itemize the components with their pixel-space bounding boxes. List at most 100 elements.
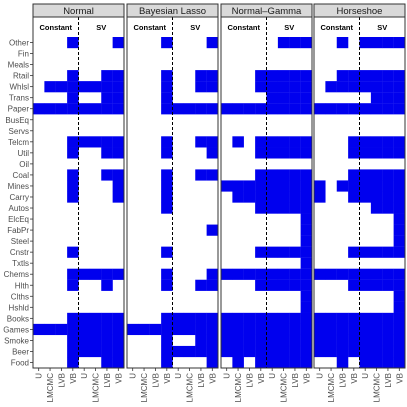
heat-cell xyxy=(89,136,102,148)
heat-cell xyxy=(255,180,267,192)
y-tick-label: Steel xyxy=(11,237,29,246)
heat-cell xyxy=(289,279,301,291)
heat-cell xyxy=(359,180,372,192)
heat-cell xyxy=(67,180,79,192)
heat-cell xyxy=(221,312,233,325)
x-tick-label: U xyxy=(223,373,232,379)
heat-cell xyxy=(112,92,125,104)
x-tick-label: LMCMC xyxy=(327,373,336,403)
heat-cell xyxy=(255,136,267,148)
heat-cell xyxy=(266,334,279,347)
heat-cell xyxy=(44,81,56,93)
heat-cell xyxy=(161,334,173,347)
heat-cell xyxy=(393,356,406,369)
heat-cell xyxy=(359,345,372,358)
heat-cell xyxy=(243,103,256,115)
heat-cell xyxy=(112,356,125,369)
heat-cell xyxy=(55,323,68,336)
heat-cell xyxy=(277,312,290,325)
heat-cell xyxy=(221,180,233,192)
x-tick-label: VB xyxy=(302,373,311,384)
heat-cell xyxy=(393,136,406,148)
heat-cell xyxy=(266,312,279,325)
heat-cell xyxy=(89,323,102,336)
heat-cell xyxy=(382,323,394,336)
heat-cell xyxy=(348,70,360,82)
heat-cell xyxy=(206,136,219,148)
heat-cell xyxy=(67,312,79,325)
heat-cell xyxy=(382,81,394,93)
y-tick-label: Mines xyxy=(8,182,29,191)
heat-cell xyxy=(359,169,372,181)
heat-cell xyxy=(277,356,290,369)
heat-cell xyxy=(314,312,326,325)
group-header: SV xyxy=(377,23,387,32)
heat-cell xyxy=(195,312,207,325)
heat-cell xyxy=(183,345,196,358)
heat-cell xyxy=(382,136,394,148)
heat-cell xyxy=(370,103,383,115)
heat-cell xyxy=(325,268,337,280)
x-tick-label: LMCMC xyxy=(92,373,101,403)
x-tick-label: LMCMC xyxy=(140,373,149,403)
heat-cell xyxy=(393,235,406,247)
heat-cell xyxy=(348,180,360,192)
heat-cell xyxy=(393,37,406,49)
y-tick-label: Whlsl xyxy=(9,83,29,92)
heat-cell xyxy=(359,103,372,115)
heat-cell xyxy=(89,312,102,325)
heat-cell xyxy=(300,92,313,104)
heat-cell xyxy=(289,136,301,148)
group-header: Constant xyxy=(321,23,354,32)
heat-cell xyxy=(67,268,79,280)
heat-cell xyxy=(382,169,394,181)
heat-cell xyxy=(255,312,267,325)
panel-border xyxy=(220,16,313,369)
heat-cell xyxy=(300,213,313,225)
heat-cell xyxy=(266,147,279,159)
heat-cell xyxy=(112,334,125,347)
heat-cell xyxy=(370,70,383,82)
heat-cell xyxy=(266,180,279,192)
heat-cell xyxy=(161,356,173,369)
heat-cell xyxy=(277,202,290,214)
y-tick-label: Cnstr xyxy=(10,248,29,257)
heat-cell xyxy=(67,92,79,104)
heat-cell xyxy=(359,70,372,82)
facet-title: Normal xyxy=(63,6,94,17)
heat-cell xyxy=(348,169,360,181)
heat-cell xyxy=(277,180,290,192)
heat-cell xyxy=(289,356,301,369)
heat-cell xyxy=(232,312,244,325)
heat-cell xyxy=(206,103,219,115)
heat-cell xyxy=(67,147,79,159)
x-tick-label: U xyxy=(80,373,89,379)
heat-cell xyxy=(314,323,326,336)
heat-cell xyxy=(206,334,219,347)
heat-cell xyxy=(255,147,267,159)
heat-cell xyxy=(172,312,185,325)
heat-cell xyxy=(336,312,349,325)
y-tick-label: Hshld xyxy=(9,303,29,312)
heat-cell xyxy=(300,312,313,325)
heat-cell xyxy=(277,279,290,291)
heat-cell xyxy=(266,356,279,369)
heat-cell xyxy=(289,81,301,93)
x-tick-label: U xyxy=(174,373,183,379)
heat-cell xyxy=(348,334,360,347)
heat-cell xyxy=(161,70,173,82)
heat-cell xyxy=(101,92,113,104)
heat-cell xyxy=(89,103,102,115)
heat-cell xyxy=(382,191,394,203)
panel-border xyxy=(32,16,125,369)
heat-cell xyxy=(33,103,45,115)
heat-cell xyxy=(370,246,383,258)
heat-cell xyxy=(112,147,125,159)
heat-cell xyxy=(112,180,125,192)
heat-cell xyxy=(55,103,68,115)
heat-cell xyxy=(232,180,244,192)
heat-cell xyxy=(255,81,267,93)
x-tick-label: LMCMC xyxy=(373,373,382,403)
heat-cell xyxy=(243,345,256,358)
heat-cell xyxy=(266,202,279,214)
